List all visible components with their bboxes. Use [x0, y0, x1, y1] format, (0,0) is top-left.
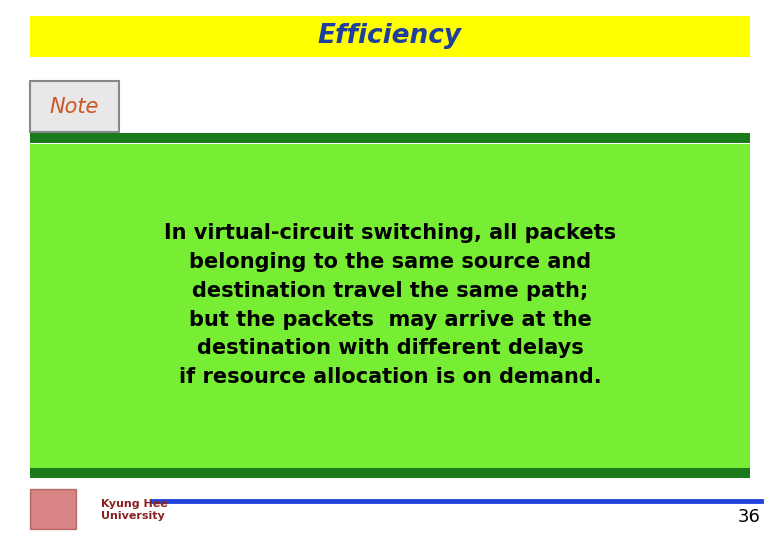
Bar — [30, 489, 76, 529]
Text: Note: Note — [50, 97, 99, 117]
Text: 36: 36 — [738, 509, 760, 526]
Bar — [30, 16, 750, 57]
Text: University: University — [101, 511, 165, 521]
Bar — [30, 468, 750, 478]
Text: Efficiency: Efficiency — [318, 23, 462, 50]
Text: Kyung Hee: Kyung Hee — [101, 499, 168, 509]
Bar — [30, 144, 750, 468]
Bar — [30, 133, 750, 143]
FancyBboxPatch shape — [30, 81, 119, 132]
Text: In virtual-circuit switching, all packets
belonging to the same source and
desti: In virtual-circuit switching, all packet… — [164, 223, 616, 387]
